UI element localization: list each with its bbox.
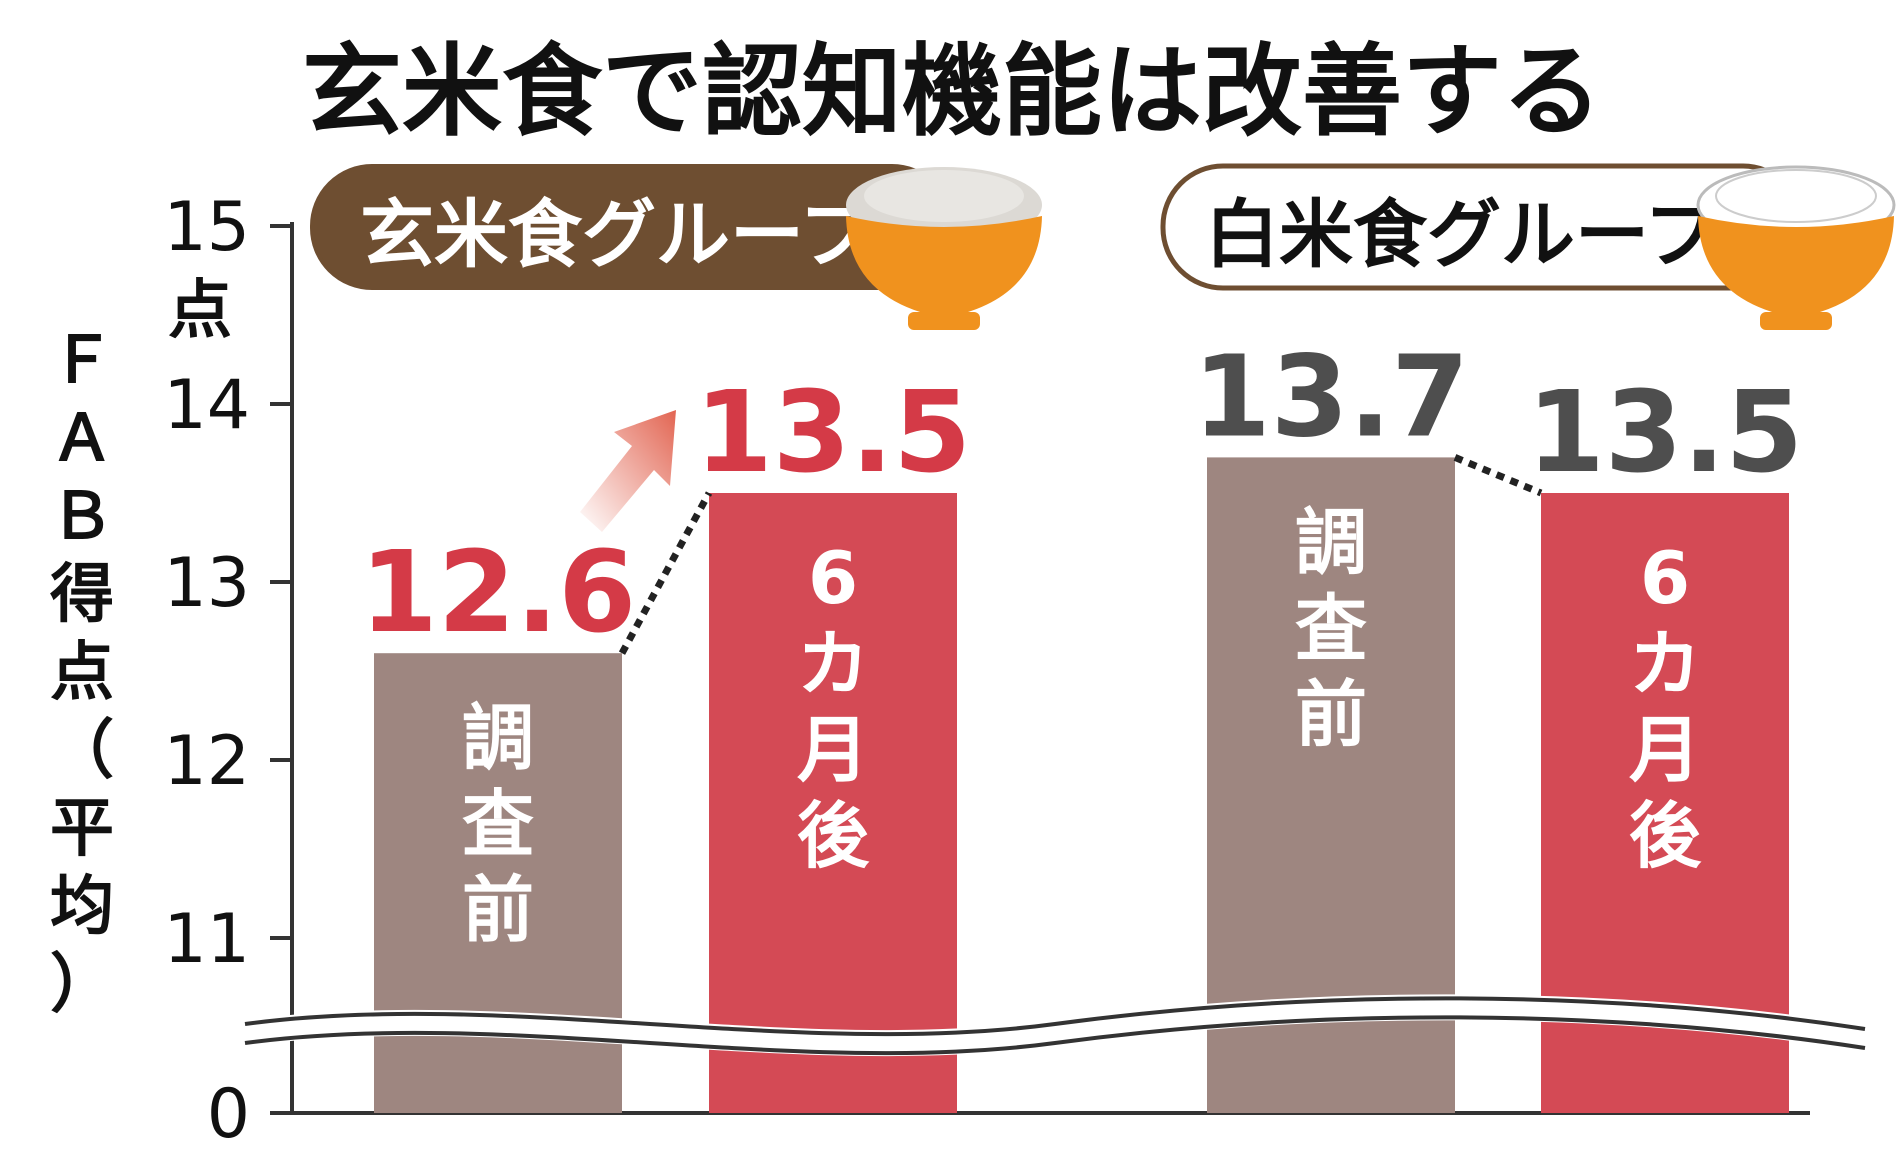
bar-value-label: 13.5 [1527,368,1803,498]
y-tick-label: 14 [163,366,250,445]
y-axis-label-char: ） [50,948,114,1022]
group-name-white-rice: 白米食グループ [1205,192,1719,278]
axis-break-line-top [244,996,1866,1037]
chart-title: 玄米食で認知機能は改善する [302,33,1602,150]
bar-category-label-char: 後 [1629,794,1702,878]
y-tick-label: 0 [207,1075,250,1154]
bar-category-label-char: 月 [1629,708,1701,792]
y-axis-label-char: 平 [50,792,114,866]
y-axis-label-char: Ｆ [50,324,114,398]
bar-category-label-char: 前 [1295,672,1367,756]
y-tick-label: 15 [163,188,250,267]
bar-connector-dotted [1453,454,1543,497]
bar [709,493,957,1113]
bar-category-label: 調査前 [462,696,534,952]
y-tick-label: 13 [163,544,250,623]
y-axis-label-char: （ [50,714,114,788]
bar-category-label-char: 後 [797,794,870,878]
y-axis-label-char: Ｂ [50,480,114,554]
improvement-arrow-icon [580,410,676,532]
bar-category-label-char: 調 [462,696,534,780]
connectors-layer [618,454,1543,655]
bar-category-label-char: カ [1629,622,1701,706]
brown-rice-bowl-icon [846,167,1042,330]
bar-category-label-char: 査 [1295,586,1367,670]
bar-value-label: 13.5 [695,368,971,498]
bar-category-label: 6 カ月後 [797,536,870,878]
y-tick-label: 11 [163,900,250,979]
bar-category-label-char: 前 [462,868,534,952]
white-rice-bowl-icon [1696,165,1896,330]
bar-category-label-char: カ [797,622,869,706]
y-axis-unit: 点 [168,274,232,348]
y-tick-label: 12 [163,722,250,801]
bar-category-label-char: 査 [462,782,534,866]
bar-category-label-char: 6 [808,536,858,620]
bar-category-label-char: 調 [1295,500,1367,584]
group-name-brown-rice: 玄米食グループ [360,192,874,278]
y-axis-label: ＦＡＢ得点（平均） [50,324,114,1022]
y-axis-ticks: 0 11 12 13 14 15 [163,188,292,1154]
y-axis-label-char: 得 [50,558,114,632]
bar-category-label: 6 カ月後 [1629,536,1702,878]
group-label-brown-rice: 玄米食グループ [310,164,954,290]
bar-category-label: 調査前 [1295,500,1367,756]
y-axis-label-char: 均 [50,870,114,944]
bar-value-label: 13.7 [1193,332,1469,462]
axis-break-line-bottom [244,1015,1866,1056]
bar-category-label-char: 6 [1640,536,1690,620]
bar-connector-dotted [618,491,713,655]
bar-category-label-char: 月 [797,708,869,792]
y-axis-label-char: Ａ [50,402,114,476]
axis-break-wave [243,994,1867,1057]
group-label-white-rice: 白米食グループ [1160,163,1806,291]
y-axis-label-char: 点 [50,636,114,710]
bar-value-label: 12.6 [360,528,636,658]
